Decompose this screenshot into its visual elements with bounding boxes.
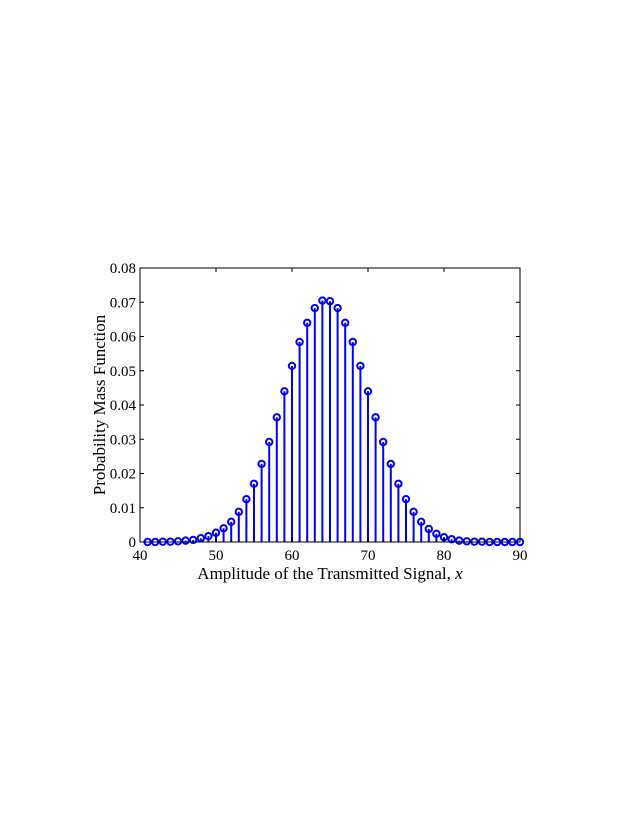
x-tick-label: 70	[361, 548, 376, 564]
stem-marker	[432, 529, 441, 538]
stem-marker	[303, 318, 312, 327]
y-tick-label: 0.01	[110, 501, 136, 517]
stem-marker	[234, 507, 244, 517]
stem-marker	[287, 361, 297, 371]
stem-marker	[310, 303, 319, 313]
y-tick-label: 0.06	[110, 330, 137, 346]
stem-marker	[181, 536, 190, 545]
stem-marker	[394, 479, 403, 488]
stem-marker	[424, 524, 433, 534]
x-tick-label: 80	[437, 548, 452, 564]
y-tick-label: 0.08	[110, 261, 136, 277]
stem-marker	[249, 479, 259, 488]
stem-marker	[280, 387, 289, 396]
stem-marker	[417, 517, 426, 526]
stem-marker	[356, 361, 365, 371]
stem-marker	[401, 494, 411, 504]
x-axis-label-variable: x	[454, 564, 463, 583]
stem-marker	[196, 534, 206, 543]
x-tick-label: 60	[285, 548, 300, 564]
stem-marker	[204, 531, 213, 541]
stem-marker	[455, 536, 464, 545]
y-tick-label: 0	[129, 535, 137, 551]
stem-marker	[348, 337, 357, 347]
stems-group	[143, 296, 525, 547]
stem-marker	[333, 303, 342, 313]
y-tick-label: 0.02	[110, 467, 136, 483]
stem-marker	[189, 535, 198, 545]
stem-marker	[295, 337, 304, 347]
stem-marker	[379, 437, 388, 447]
stem-marker	[173, 537, 183, 546]
stem-marker	[462, 537, 471, 546]
stem-marker	[386, 459, 395, 469]
y-axis-label: Probability Mass Function	[90, 314, 109, 495]
stem-marker	[257, 459, 266, 469]
stem-marker	[318, 296, 327, 305]
stem-marker	[325, 297, 335, 306]
stem-marker	[265, 437, 274, 447]
stem-marker	[227, 517, 236, 526]
stem-marker	[219, 524, 228, 533]
stem-marker	[409, 507, 418, 517]
y-tick-label: 0.07	[110, 295, 137, 311]
y-tick-label: 0.04	[110, 398, 137, 414]
y-tick-label: 0.05	[110, 364, 136, 380]
stem-marker	[363, 387, 373, 396]
x-tick-label: 90	[513, 548, 528, 564]
stem-marker	[371, 413, 380, 422]
stem-marker	[242, 494, 251, 504]
stem-marker	[341, 318, 350, 327]
y-tick-label: 0.03	[110, 432, 136, 448]
x-tick-label: 50	[209, 548, 224, 564]
x-tick-label: 40	[133, 548, 148, 564]
stem-marker	[211, 528, 221, 537]
stem-marker	[272, 413, 281, 422]
ticks-group: 40 50 60 70 80 90 0 0.01 0.02 0.03 0.04 0.05 0.06 0.0…	[110, 261, 528, 564]
x-axis-label: Amplitude of the Transmitted Signal, x	[197, 564, 463, 583]
axes-box	[139, 267, 521, 543]
